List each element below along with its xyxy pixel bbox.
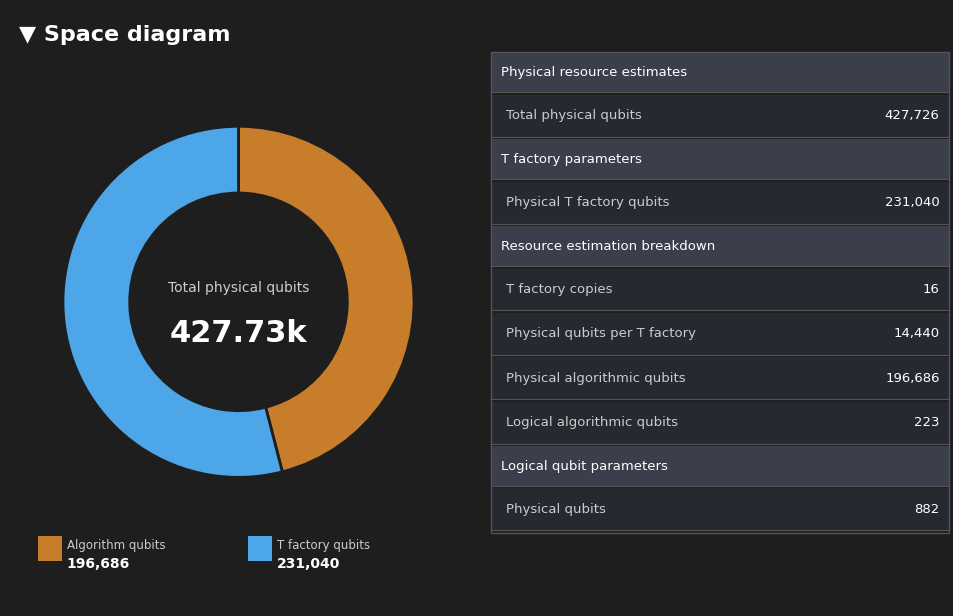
Text: 231,040: 231,040 — [276, 557, 339, 572]
Text: 223: 223 — [913, 416, 939, 429]
Text: Logical qubit parameters: Logical qubit parameters — [500, 460, 667, 472]
Text: ▼ Space diagram: ▼ Space diagram — [19, 25, 231, 44]
Text: 16: 16 — [922, 283, 939, 296]
Text: Physical algorithmic qubits: Physical algorithmic qubits — [505, 371, 684, 385]
Text: Physical resource estimates: Physical resource estimates — [500, 66, 686, 79]
Text: Physical qubits per T factory: Physical qubits per T factory — [505, 327, 695, 341]
Wedge shape — [238, 126, 414, 472]
Text: Physical qubits: Physical qubits — [505, 503, 605, 516]
Text: 196,686: 196,686 — [67, 557, 130, 572]
Text: Total physical qubits: Total physical qubits — [168, 281, 309, 295]
Text: 427.73k: 427.73k — [170, 319, 307, 348]
Text: T factory parameters: T factory parameters — [500, 153, 641, 166]
Text: Physical T factory qubits: Physical T factory qubits — [505, 196, 668, 209]
Text: Algorithm qubits: Algorithm qubits — [67, 539, 165, 552]
Text: 196,686: 196,686 — [884, 371, 939, 385]
Wedge shape — [63, 126, 282, 477]
Text: T factory copies: T factory copies — [505, 283, 612, 296]
Text: 231,040: 231,040 — [884, 196, 939, 209]
Text: Total physical qubits: Total physical qubits — [505, 109, 640, 123]
Text: T factory qubits: T factory qubits — [276, 539, 370, 552]
Text: 882: 882 — [914, 503, 939, 516]
Text: Logical algorithmic qubits: Logical algorithmic qubits — [505, 416, 677, 429]
Text: Resource estimation breakdown: Resource estimation breakdown — [500, 240, 715, 253]
Text: 14,440: 14,440 — [893, 327, 939, 341]
Text: 427,726: 427,726 — [883, 109, 939, 123]
